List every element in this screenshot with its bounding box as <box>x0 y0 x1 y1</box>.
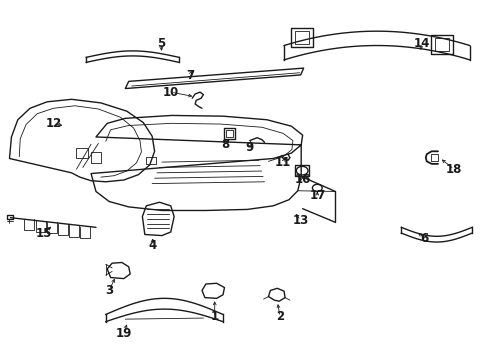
Text: 11: 11 <box>275 156 291 169</box>
Text: 9: 9 <box>246 140 254 153</box>
Text: 4: 4 <box>148 239 156 252</box>
Text: 13: 13 <box>293 214 309 227</box>
Text: 2: 2 <box>276 310 284 324</box>
Text: 12: 12 <box>46 117 62 130</box>
Text: 14: 14 <box>414 36 430 50</box>
Text: 3: 3 <box>105 284 113 297</box>
Text: 6: 6 <box>421 232 429 245</box>
Text: 8: 8 <box>221 138 230 150</box>
Text: 19: 19 <box>116 327 132 340</box>
Text: 1: 1 <box>211 310 219 324</box>
Text: 16: 16 <box>294 173 311 186</box>
Text: 7: 7 <box>186 69 195 82</box>
Text: 15: 15 <box>35 226 52 239</box>
Text: 10: 10 <box>163 86 179 99</box>
Text: 17: 17 <box>309 189 325 202</box>
Text: 5: 5 <box>157 36 165 50</box>
Text: 18: 18 <box>446 163 462 176</box>
